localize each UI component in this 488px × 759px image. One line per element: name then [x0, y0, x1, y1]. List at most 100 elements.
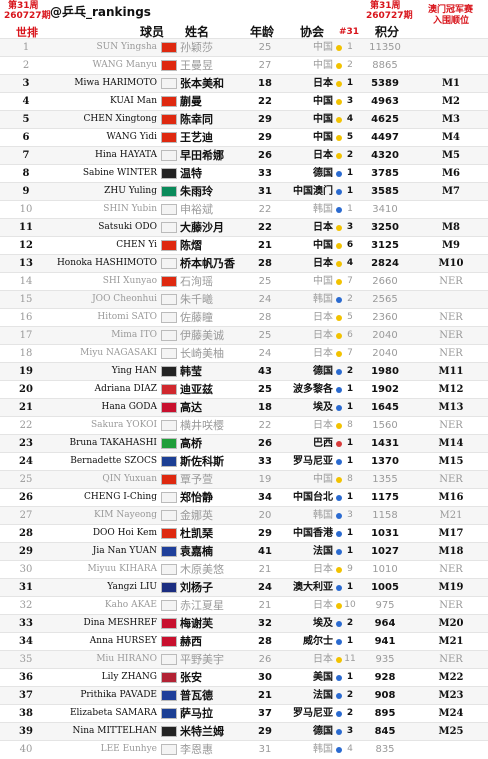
table-row: 14 SHI Xunyao 石洵瑶 25 中国 7 2660 NER — [0, 272, 488, 290]
seed-header-1: 澳门冠军赛 — [428, 5, 474, 15]
table-row: 4 KUAI Man 蒯曼 22 中国 3 4963 M2 — [0, 92, 488, 110]
table-row: 13 Honoka HASHIMOTO 桥本帆乃香 28 日本 4 2824 M10 — [0, 254, 488, 272]
macau-seed: M25 — [438, 726, 464, 737]
table-row: 37 Prithika PAVADE 普瓦德 21 法国 2 908 M23 — [0, 686, 488, 704]
assoc-rank: 6 — [346, 240, 354, 250]
assoc-dot — [336, 639, 342, 645]
chinese-name: 佐藤瞳 — [180, 311, 213, 324]
macau-seed: M17 — [438, 528, 464, 539]
flag-icon — [161, 312, 177, 323]
assoc-dot — [336, 333, 342, 339]
rank: 35 — [19, 654, 33, 665]
assoc-rank: 11 — [344, 654, 356, 664]
english-name: KIM Nayeong — [94, 510, 157, 520]
macau-seed: NER — [439, 312, 463, 323]
rank: 1 — [22, 42, 30, 53]
macau-seed: M18 — [438, 546, 464, 557]
flag-icon — [161, 42, 177, 53]
english-name: WANG Manyu — [92, 60, 158, 70]
table-row: 30 Miyuu KIHARA 木原美悠 21 日本 9 1010 NER — [0, 560, 488, 578]
age: 21 — [258, 564, 272, 575]
age: 29 — [258, 114, 272, 125]
association: 日本 — [313, 78, 333, 89]
table-row: 7 Hina HAYATA 早田希娜 26 日本 2 4320 M5 — [0, 146, 488, 164]
age: 26 — [258, 150, 272, 161]
flag-icon — [161, 222, 177, 233]
association: 中国 — [313, 96, 333, 107]
assoc-dot — [336, 567, 342, 573]
rank: 23 — [19, 438, 33, 449]
player-header: 球员 — [140, 25, 165, 39]
flag-icon — [161, 546, 177, 557]
age: 21 — [258, 690, 272, 701]
assoc-dot — [336, 387, 342, 393]
points: 1031 — [371, 528, 399, 539]
assoc-rank: 1 — [346, 168, 354, 178]
flag-icon — [161, 618, 177, 629]
english-name: CHEN Xingtong — [83, 114, 157, 124]
english-name: Elizabeta SAMARA — [69, 708, 157, 718]
assoc-dot — [336, 513, 342, 519]
chinese-name: 申裕斌 — [180, 203, 213, 216]
english-name: Honoka HASHIMOTO — [56, 258, 157, 268]
rank: 17 — [19, 330, 33, 341]
assoc-dot — [336, 747, 342, 753]
assoc-rank: 2 — [346, 690, 354, 700]
age: 33 — [258, 168, 272, 179]
chinese-name: 金娜英 — [180, 509, 213, 522]
flag-icon — [161, 510, 177, 521]
macau-seed: NER — [439, 276, 463, 287]
english-name: Adriana DIAZ — [94, 384, 157, 394]
points: 1027 — [371, 546, 399, 557]
chinese-name: 杜凯琹 — [180, 527, 213, 540]
english-name: Kaho AKAE — [104, 600, 157, 610]
macau-seed: NER — [439, 348, 463, 359]
table-row: 38 Elizabeta SAMARA 萨马拉 37 罗马尼亚 2 895 M24 — [0, 704, 488, 722]
macau-seed: M7 — [441, 186, 461, 197]
assoc-dot — [336, 315, 342, 321]
macau-seed: M6 — [441, 168, 461, 179]
english-name: Anna HURSEY — [89, 636, 157, 646]
assoc-rank: 1 — [346, 492, 354, 502]
ranking-table: 1 SUN Yingsha 孙颖莎 25 中国 1 11350 2 WANG Manyu 王曼昱 2… — [0, 38, 488, 758]
english-name: LEE Eunhye — [100, 744, 157, 754]
rank: 27 — [19, 510, 33, 521]
flag-icon — [161, 366, 177, 377]
seed-header-2: 入围顺位 — [433, 16, 470, 26]
association: 罗马尼亚 — [293, 708, 333, 719]
rank: 15 — [19, 294, 33, 305]
flag-icon — [161, 726, 177, 737]
association: 日本 — [313, 330, 333, 341]
macau-seed: M14 — [438, 438, 464, 449]
points-header: 积分 — [375, 25, 400, 39]
age: 28 — [258, 636, 272, 647]
rank: 12 — [19, 240, 33, 251]
age: 22 — [258, 222, 272, 233]
flag-icon — [161, 186, 177, 197]
assoc-rank: 1 — [346, 186, 354, 196]
chinese-name: 韩莹 — [180, 365, 202, 378]
chinese-name: 梅谢芙 — [180, 617, 213, 630]
flag-icon — [161, 294, 177, 305]
english-name: KUAI Man — [109, 96, 157, 106]
english-name: SHI Xunyao — [102, 276, 157, 286]
age: 25 — [258, 384, 272, 395]
macau-seed: NER — [439, 564, 463, 575]
table-row: 6 WANG Yidi 王艺迪 29 中国 5 4497 M4 — [0, 128, 488, 146]
macau-seed: NER — [439, 420, 463, 431]
rank: 18 — [19, 348, 33, 359]
age: 18 — [258, 78, 272, 89]
issue-right: 260727期 — [366, 11, 413, 21]
table-row: 39 Nina MITTELHAN 米特兰姆 29 德国 3 845 M25 — [0, 722, 488, 740]
points: 2040 — [372, 330, 398, 341]
rank: 40 — [19, 744, 33, 755]
rank: 26 — [19, 492, 33, 503]
points: 1560 — [372, 420, 398, 431]
flag-icon — [161, 402, 177, 413]
assoc-rank: 1 — [347, 42, 353, 52]
points: 2040 — [372, 348, 398, 359]
points: 895 — [374, 708, 396, 719]
flag-icon — [161, 456, 177, 467]
table-row: 40 LEE Eunhye 李恩惠 31 韩国 4 835 — [0, 740, 488, 758]
points: 3410 — [372, 204, 398, 215]
